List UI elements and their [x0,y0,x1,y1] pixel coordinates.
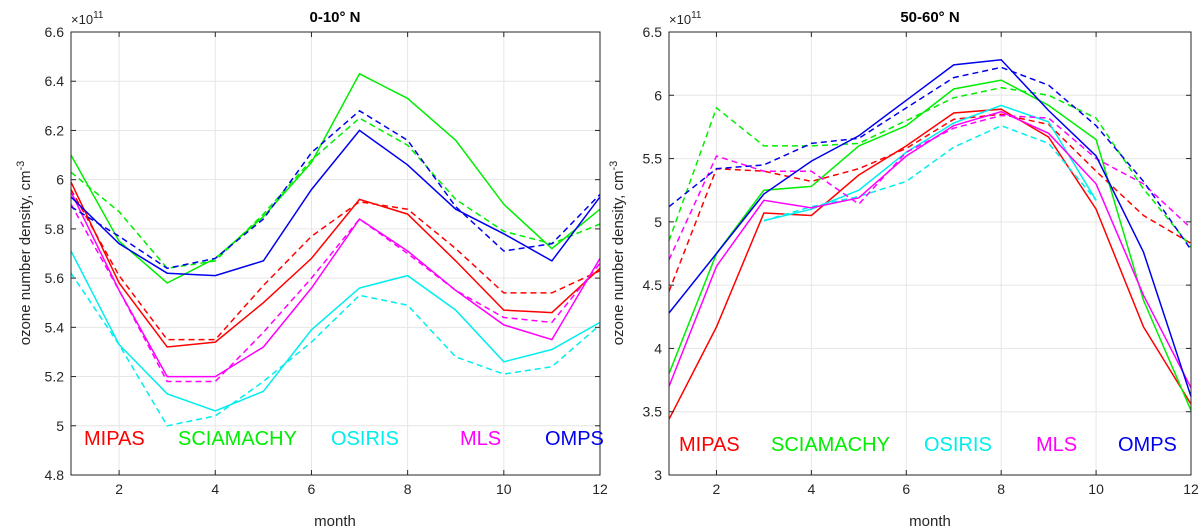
y-tick-label: 6.6 [45,24,65,40]
series-line-mls-dashed [668,114,1192,261]
series-line-sciamachy-solid [70,72,601,284]
x-tick-label: 12 [592,481,608,497]
chart-title-left: 0-10° N [309,9,360,26]
x-tick-label: 8 [997,481,1005,497]
legend-right: MIPAS SCIAMACHY OSIRIS MLS OMPS [679,434,1177,456]
series-line-omps-solid [70,129,601,277]
x-tick-label: 6 [902,481,910,497]
legend-entry-mls: MLS [460,428,501,450]
y-axis-label-right: ozone number density, cm-3 [608,161,627,346]
series-line-mipas-solid [668,108,1192,420]
legend-left: MIPAS SCIAMACHY OSIRIS MLS OMPS [84,428,604,450]
x-tick-label: 10 [496,481,512,497]
y-tick-label: 5 [56,418,64,434]
y-tick-label: 6.5 [643,24,663,40]
series-line-sciamachy-solid [668,79,1192,411]
legend-entry-mipas: MIPAS [679,434,740,456]
legend-entry-omps: OMPS [1118,434,1177,456]
legend-entry-sciamachy: SCIAMACHY [771,434,890,456]
x-axis-label-left: month [314,513,356,530]
x-tick-label: 4 [211,481,219,497]
series-left [70,72,601,427]
ticks-right: 2 4 6 8 10 12 3 3.5 4 4.5 5 5.5 6 6.5 [643,24,1199,497]
series-line-mipas-dashed [70,189,601,341]
legend-entry-omps: OMPS [545,428,604,450]
y-tick-label: 4.5 [643,277,663,293]
x-tick-label: 4 [807,481,815,497]
series-line-omps-solid [668,59,1192,397]
x-axis-label-right: month [909,513,951,530]
series-line-mls-dashed [70,203,601,383]
plot-frame-right [668,31,1192,476]
legend-entry-osiris: OSIRIS [331,428,399,450]
y-tick-label: 3 [654,467,662,483]
y-tick-label: 5.4 [45,319,65,335]
x-tick-label: 8 [404,481,412,497]
ticks-left: 2 4 6 8 10 12 4.8 5 5.2 5.4 5.6 5.8 6 6.2 6.4 6.6 [45,24,608,497]
y-tick-label: 5 [654,214,662,230]
y-tick-label: 6.4 [45,73,65,89]
y-tick-label: 4.8 [45,467,65,483]
y-tick-label: 5.8 [45,221,65,237]
y-tick-label: 6 [654,87,662,103]
series-line-osiris-solid [70,250,601,412]
series-right [668,59,1192,420]
y-tick-label: 6 [56,172,64,188]
y-tick-label: 5.2 [45,369,65,385]
plot-frame-left [70,31,601,476]
series-line-sciamachy-dashed [70,117,601,270]
legend-entry-mipas: MIPAS [84,428,145,450]
series-line-sciamachy-dashed [668,86,1192,248]
chart-panel-left: 2 4 6 8 10 12 4.8 5 5.2 5.4 5.6 5.8 6 6.2 6.4 6.6 0-10°… [15,9,608,530]
x-tick-label: 10 [1088,481,1104,497]
series-line-mipas-dashed [668,113,1192,292]
y-tick-label: 3.5 [643,404,663,420]
x-tick-label: 2 [115,481,123,497]
x-tick-label: 6 [308,481,316,497]
series-line-omps-dashed [668,66,1192,251]
y-axis-label-left: ozone number density, cm-3 [15,161,34,346]
y-tick-label: 6.2 [45,122,65,138]
legend-entry-mls: MLS [1036,434,1077,456]
x-tick-label: 12 [1183,481,1199,497]
exponent-label-right: ×1011 [669,10,702,27]
y-tick-label: 4 [654,340,662,356]
chart-title-right: 50-60° N [900,9,959,26]
plot-area-right [669,32,1191,475]
series-line-omps-dashed [70,109,601,270]
series-line-mls-solid [70,191,601,378]
series-line-osiris-dashed [70,272,601,427]
legend-entry-osiris: OSIRIS [924,434,992,456]
x-tick-label: 2 [713,481,721,497]
y-tick-label: 5.5 [643,151,663,167]
series-line-mipas-solid [70,181,601,348]
y-tick-label: 5.6 [45,270,65,286]
legend-entry-sciamachy: SCIAMACHY [178,428,297,450]
exponent-label-left: ×1011 [71,10,104,27]
series-line-osiris-dashed [763,124,1097,222]
